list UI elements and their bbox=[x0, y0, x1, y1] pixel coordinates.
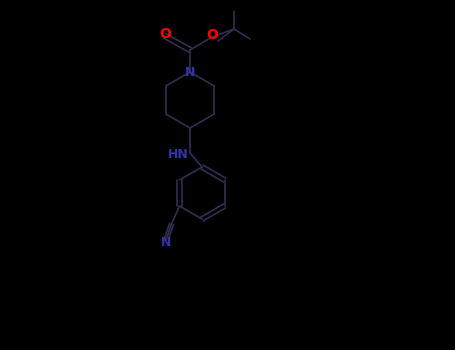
Text: N: N bbox=[185, 65, 195, 78]
Text: O: O bbox=[159, 27, 171, 41]
Text: N: N bbox=[161, 237, 172, 250]
Text: O: O bbox=[206, 28, 218, 42]
Text: HN: HN bbox=[167, 148, 188, 161]
